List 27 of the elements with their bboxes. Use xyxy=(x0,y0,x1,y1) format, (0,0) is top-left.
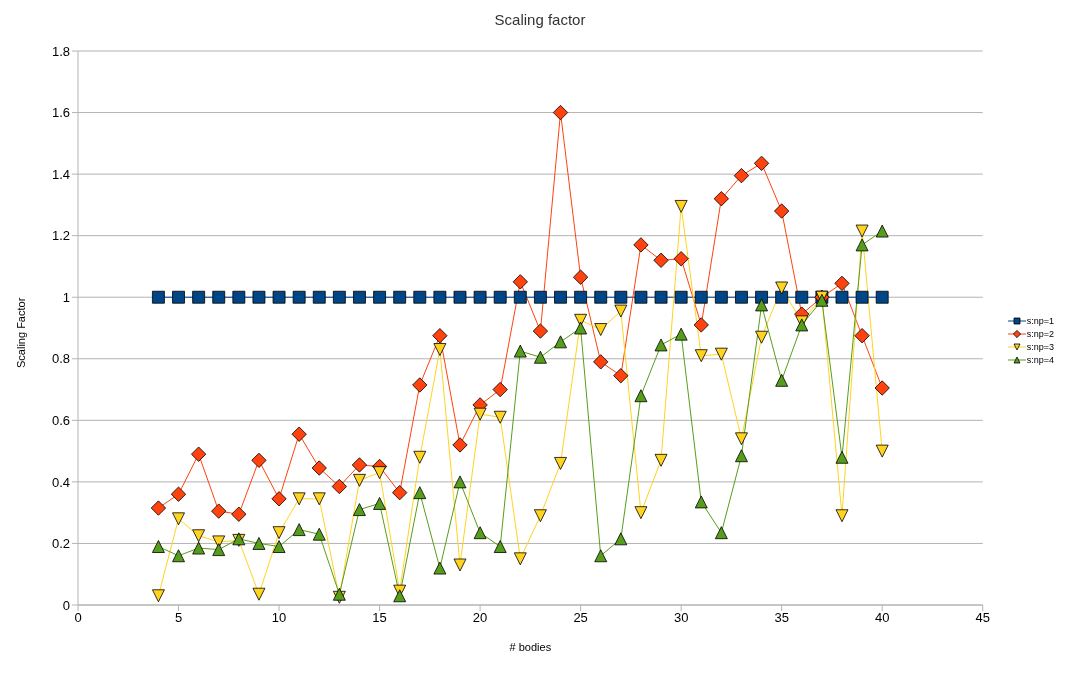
x-tick-label: 25 xyxy=(573,610,588,626)
x-tick-label: 5 xyxy=(174,610,183,626)
x-tick-label: 35 xyxy=(774,610,789,626)
y-tick-label: 1.8 xyxy=(51,43,70,59)
x-tick-label: 45 xyxy=(975,610,990,626)
y-tick-label: 1 xyxy=(62,289,70,305)
x-tick-label: 40 xyxy=(874,610,890,626)
y-tick-label: 0.8 xyxy=(51,351,70,367)
legend-label: s:np=4 xyxy=(1026,354,1054,365)
x-axis-title: # bodies xyxy=(509,641,552,653)
y-tick-label: 1.4 xyxy=(51,166,70,182)
x-tick-label: 20 xyxy=(472,610,488,626)
y-axis-title: Scaling Factor xyxy=(14,297,27,368)
y-tick-label: 0 xyxy=(62,597,70,613)
y-tick-label: 1.2 xyxy=(51,228,70,244)
x-tick-label: 15 xyxy=(372,610,387,626)
legend-label: s:np=1 xyxy=(1026,315,1054,326)
legend-label: s:np=2 xyxy=(1026,328,1054,339)
legend-label: s:np=3 xyxy=(1026,341,1054,352)
y-tick-label: 1.6 xyxy=(51,105,70,121)
y-tick-label: 0.6 xyxy=(51,412,70,428)
chart-title: Scaling factor xyxy=(493,11,587,28)
y-tick-label: 0.4 xyxy=(51,474,70,490)
x-tick-label: 0 xyxy=(74,610,82,626)
y-tick-label: 0.2 xyxy=(51,536,70,552)
x-tick-label: 10 xyxy=(271,610,287,626)
x-tick-label: 30 xyxy=(673,610,689,626)
